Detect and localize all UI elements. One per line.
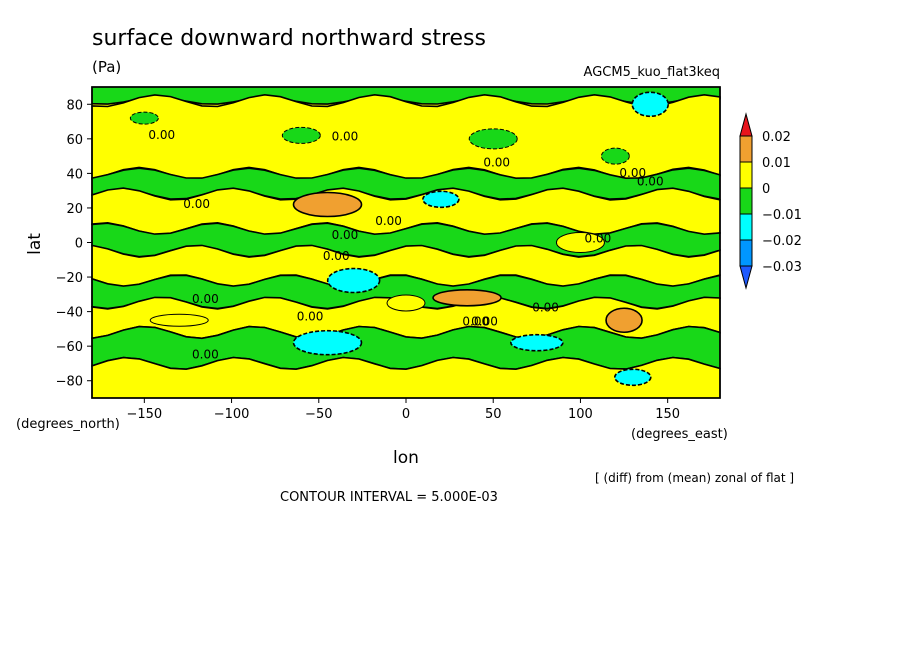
contour-label: 0.00: [483, 155, 510, 169]
y-tick-label: −80: [56, 375, 83, 390]
contour-label: 0.00: [332, 130, 359, 144]
x-axis: −150 −100 −50 0 50 100 150: [126, 398, 680, 422]
contour-patch: [605, 307, 643, 334]
run-label: AGCM5_kuo_flat3keq: [584, 65, 720, 80]
contour-patch: [292, 329, 363, 356]
x-tick-label: 0: [402, 407, 410, 422]
contour-patch: [386, 294, 426, 312]
contour-patch: [468, 128, 518, 150]
contour-interval: CONTOUR INTERVAL = 5.000E-03: [280, 490, 498, 505]
x-tick-label: −50: [305, 407, 332, 422]
subtitle-note: [ (diff) from (mean) zonal of flat ]: [595, 471, 794, 485]
contour-patch: [555, 232, 605, 253]
colorbar-tick-label: 0.02: [762, 130, 791, 145]
colorbar-tick-label: −0.03: [762, 260, 802, 275]
contour-label: 0.00: [192, 292, 219, 306]
y-tick-label: 40: [66, 167, 83, 182]
contour-patch: [326, 267, 381, 294]
colorbar-tick-label: −0.01: [762, 208, 802, 223]
contour-label: 0.00: [585, 232, 612, 246]
contour-patch: [292, 191, 363, 218]
y-tick-label: 80: [66, 98, 83, 113]
contour-label: 0.00: [148, 128, 175, 142]
y-tick-label: 0: [75, 237, 83, 252]
contour-patch: [422, 190, 460, 209]
contour-patch: [129, 111, 159, 125]
x-axis-label: lon: [393, 448, 419, 468]
plot-area: 0.00 0.000.000.000.000.000.00 0.000.000.00…: [91, 86, 721, 399]
x-units-label: (degrees_east): [631, 427, 728, 442]
contour-label: 0.00: [471, 314, 498, 328]
contour-label: 0.00: [332, 228, 359, 242]
colorbar-tick-label: 0: [762, 182, 770, 197]
y-axis-label: lat: [25, 233, 45, 255]
x-tick-label: 150: [655, 407, 680, 422]
contour-label: 0.00: [532, 301, 559, 315]
contour-patches: [129, 91, 670, 387]
colorbar-bottom-triangle: [739, 265, 753, 290]
contour-bands: [91, 86, 721, 399]
contour-patch: [510, 333, 564, 352]
y-tick-label: 20: [66, 202, 83, 217]
x-tick-label: −100: [214, 407, 250, 422]
units-label: (Pa): [92, 58, 121, 76]
contour-label: 0.00: [619, 166, 646, 180]
contour-label: 0.00: [375, 214, 402, 228]
contour-label: 0.00: [192, 347, 219, 361]
contour-patch: [432, 288, 502, 307]
contour-patch: [600, 147, 630, 165]
colorbar-segment: [739, 239, 753, 267]
y-tick-label: −60: [56, 340, 83, 355]
contour-patch: [613, 368, 652, 387]
colorbar-tick-label: −0.02: [762, 234, 802, 249]
contour-label: 0.00: [462, 314, 489, 328]
colorbar-segment: [739, 161, 753, 189]
y-tick-label: −40: [56, 306, 83, 321]
colorbar-top-triangle: [739, 112, 753, 137]
contour-patch: [631, 91, 670, 118]
contour-label: 0.00: [183, 197, 210, 211]
y-axis: −80 −60 −40 −20 0 20 40 60 80: [56, 98, 92, 390]
y-tick-label: −20: [56, 271, 83, 286]
contour-labels: 0.00 0.000.000.000.000.000.00 0.000.000.00…: [148, 128, 663, 361]
x-tick-label: 50: [485, 407, 502, 422]
contour-patch: [149, 313, 209, 327]
contour-label: 0.00: [297, 309, 324, 323]
contour-label: 0.00: [637, 174, 664, 188]
colorbar-segment: [739, 135, 753, 163]
y-tick-label: 60: [66, 133, 83, 148]
chart-title: surface downward northward stress: [92, 26, 486, 51]
y-units-label: (degrees_north): [16, 417, 120, 432]
x-tick-label: 100: [568, 407, 593, 422]
colorbar-tick-label: 0.01: [762, 156, 791, 171]
colorbar: 0.02 0.01 0 −0.01 −0.02 −0.03: [739, 112, 802, 290]
contour-label: 0.00: [323, 249, 350, 263]
colorbar-segment: [739, 187, 753, 215]
colorbar-segment: [739, 213, 753, 241]
x-tick-label: −150: [126, 407, 162, 422]
contour-patch: [281, 126, 321, 144]
